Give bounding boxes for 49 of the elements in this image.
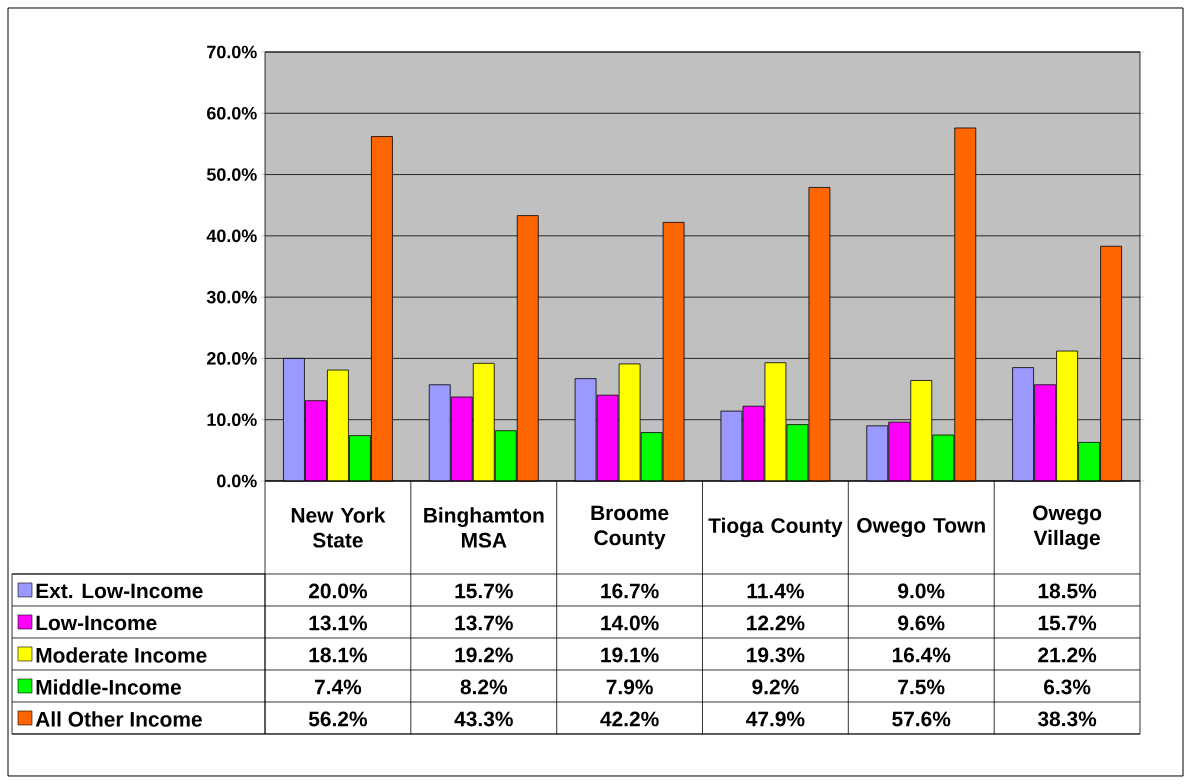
x-tick-label: New York State [291, 507, 386, 548]
data-label: 9.2% [752, 679, 799, 695]
data-label: 12.2% [747, 615, 805, 631]
legend-label: Ext. Low-Income [36, 583, 203, 599]
data-label: 38.3% [1037, 711, 1097, 727]
x-tick-label: Binghamton MSA [424, 507, 544, 548]
x-tick-label: Owego Town [857, 517, 985, 538]
data-label: 11.4% [747, 583, 804, 599]
data-label: 14.0% [601, 615, 659, 631]
data-label: 42.2% [600, 711, 659, 727]
y-tick-label: 10.0% [207, 413, 257, 427]
data-label: 9.0% [898, 583, 945, 599]
data-label: 15.7% [455, 583, 513, 599]
data-label: 9.6% [898, 615, 945, 631]
data-label: 19.2% [455, 647, 513, 663]
data-label: 56.2% [308, 711, 368, 727]
data-label: 19.3% [747, 647, 805, 663]
legend-label: Middle-Income [36, 679, 181, 695]
data-label: 43.3% [454, 711, 513, 727]
data-label: 13.1% [309, 615, 368, 631]
data-label: 16.7% [601, 583, 659, 599]
y-tick-label: 0.0% [217, 474, 257, 488]
data-label: 19.1% [601, 647, 659, 663]
x-tick-label: Broome County [591, 505, 669, 550]
y-tick-label: 30.0% [206, 290, 257, 304]
data-label: 15.7% [1038, 615, 1097, 631]
data-label: 20.0% [308, 583, 368, 599]
x-tick-label: Tioga County [708, 517, 843, 538]
legend-label: Low-Income [36, 615, 157, 631]
data-label: 7.5% [898, 679, 945, 695]
legend-label: Moderate Income [36, 647, 207, 663]
data-label: 7.9% [606, 679, 653, 695]
data-label: 47.9% [746, 711, 805, 727]
y-tick-label: 40.0% [206, 229, 257, 243]
y-tick-label: 60.0% [207, 106, 257, 120]
data-label: 18.1% [309, 647, 368, 663]
x-tick-label: Owego Village [1033, 505, 1102, 550]
data-label: 7.4% [314, 679, 362, 695]
data-label: 57.6% [892, 711, 951, 727]
legend-label: All Other Income [35, 711, 202, 727]
data-label: 21.2% [1038, 647, 1097, 663]
data-label: 13.7% [455, 615, 513, 631]
data-label: 8.2% [460, 679, 508, 695]
y-tick-label: 50.0% [206, 168, 257, 181]
data-label: 16.4% [892, 647, 951, 663]
data-label: 18.5% [1038, 583, 1097, 599]
y-tick-label: 70.0% [207, 45, 257, 59]
y-tick-label: 20.0% [207, 352, 257, 365]
data-label: 6.3% [1044, 679, 1091, 695]
